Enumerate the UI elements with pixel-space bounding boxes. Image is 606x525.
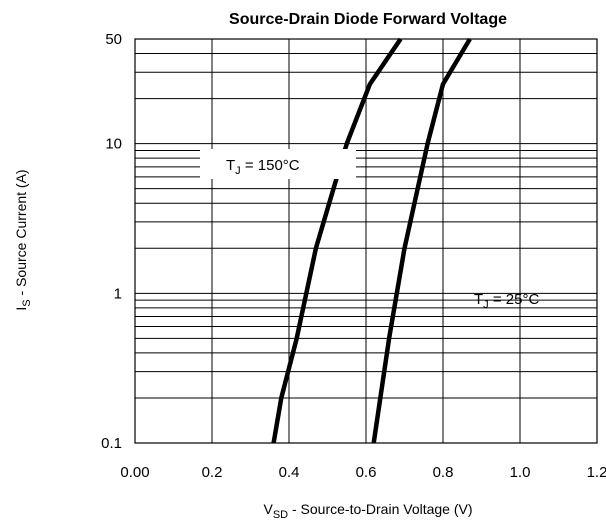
x-axis-label: VSD - Source-to-Drain Voltage (V)	[263, 501, 472, 521]
chart-title: Source-Drain Diode Forward Voltage	[229, 11, 507, 28]
y-tick-label: 0.1	[101, 435, 122, 452]
x-tick-label: 0.8	[433, 464, 454, 481]
x-tick-label: 0.2	[202, 464, 223, 481]
y-tick-labels: 0.1 1 10 50	[101, 31, 122, 452]
x-tick-label: 0.6	[356, 464, 377, 481]
y-tick-label: 10	[105, 136, 122, 153]
y-axis-label: IS - Source Current (A)	[13, 169, 33, 310]
x-tick-label: 1.0	[510, 464, 531, 481]
grid	[134, 38, 598, 444]
series-line-25c	[371, 37, 472, 444]
x-tick-label: 0.00	[120, 464, 149, 481]
y-tick-label: 1	[114, 285, 122, 302]
x-tick-label: 0.4	[279, 464, 300, 481]
x-tick-label: 1.2	[587, 464, 606, 481]
x-tick-labels: 0.00 0.2 0.4 0.6 0.8 1.0 1.2	[120, 464, 606, 481]
series-curves	[271, 37, 472, 444]
series-label-25: TJ = 25°C	[474, 291, 539, 311]
series-label-150: TJ = 150°C	[226, 157, 300, 177]
y-tick-label: 50	[105, 31, 122, 48]
plot-frame	[134, 38, 598, 444]
series-label-bg-150	[200, 149, 356, 179]
series-line-150c	[271, 37, 403, 444]
